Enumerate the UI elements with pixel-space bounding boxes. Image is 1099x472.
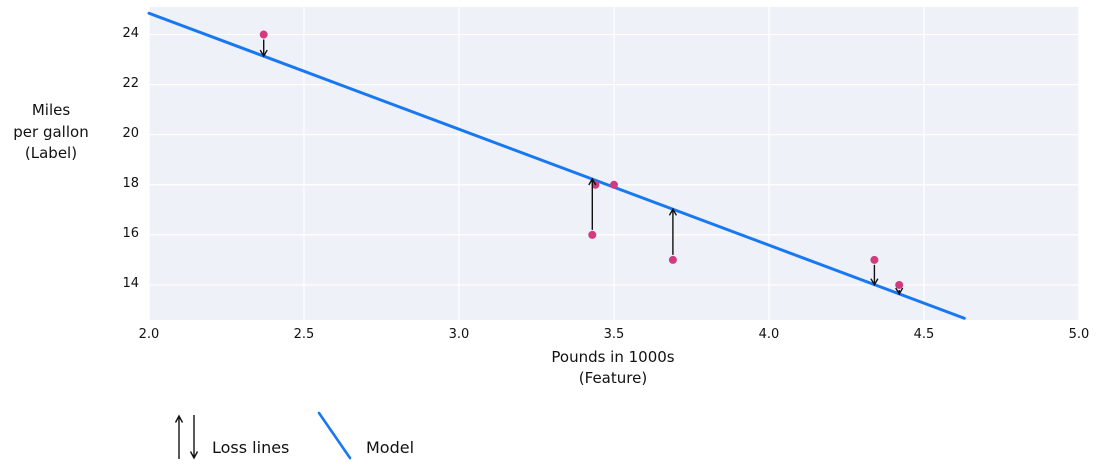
x-axis-label-line: (Feature) (578, 368, 648, 387)
loss-arrow (259, 39, 268, 58)
loss-lines-legend-icon (174, 414, 199, 460)
y-axis-label-line: Miles (31, 101, 71, 119)
data-point (870, 255, 879, 264)
legend: Loss lines Model (0, 400, 520, 470)
x-axis-label-line: Pounds in 1000s (551, 348, 675, 366)
x-tick-label: 3.5 (603, 327, 625, 342)
data-point (668, 255, 677, 264)
y-tick-label: 24 (122, 25, 139, 41)
data-point (895, 280, 904, 289)
y-tick-label: 20 (122, 125, 139, 141)
loss-lines-legend-label: Loss lines (212, 438, 290, 457)
loss-arrow (870, 264, 879, 287)
x-tick-label: 3.0 (448, 327, 470, 342)
y-axis-label-line: per gallon (13, 122, 89, 141)
x-tick-label: 4.0 (758, 327, 780, 342)
y-axis-label-line: (Label) (24, 144, 78, 162)
model-line (147, 11, 966, 320)
data-point (610, 180, 618, 189)
x-tick-label: 2.0 (138, 327, 160, 342)
data-point (588, 230, 597, 239)
loss-arrow (895, 287, 904, 296)
loss-arrow (588, 177, 597, 230)
x-tick-label: 2.5 (293, 327, 315, 342)
model-legend-icon (317, 411, 352, 460)
loss-arrow (668, 207, 678, 255)
y-tick-label: 18 (122, 175, 139, 191)
y-axis-label: Miles per gallon (Label) (5, 100, 97, 165)
data-point (259, 30, 268, 39)
y-tick-label: 22 (122, 75, 139, 91)
scatter-plot (147, 7, 1080, 320)
y-tick-label: 14 (122, 275, 139, 291)
x-tick-label: 5.0 (1068, 327, 1090, 342)
x-axis-label: Pounds in 1000s (Feature) (551, 347, 674, 388)
y-tick-label: 16 (122, 225, 139, 241)
model-legend-label: Model (366, 438, 415, 457)
x-tick-label: 4.5 (913, 327, 935, 342)
